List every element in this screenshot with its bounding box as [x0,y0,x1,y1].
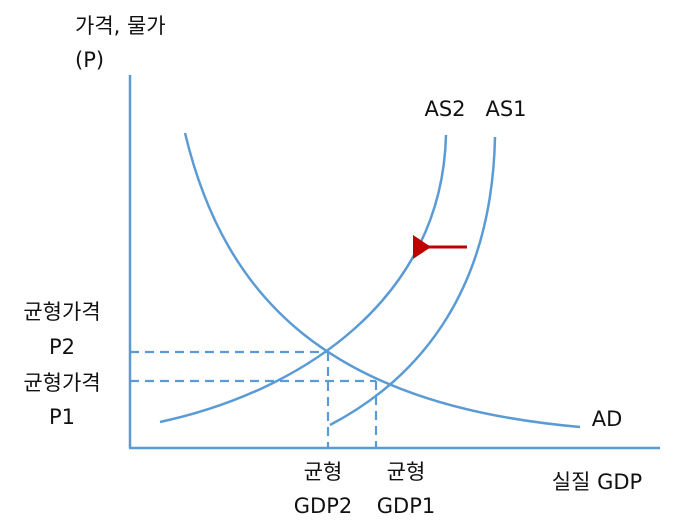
curve-label: AS2 [424,97,465,121]
curve-label: AD [592,407,623,431]
gdp-label: 균형 [387,460,426,484]
price-label: 균형가격 [23,371,100,395]
curve-label: AS1 [485,97,526,121]
price-label: 균형가격 [23,300,100,324]
y-axis-label: 가격, 물가 [75,14,166,38]
price-label: P2 [49,335,75,359]
y-axis-label: (P) [75,48,104,72]
gdp-label: GDP1 [377,494,435,518]
ad-curve [183,132,581,429]
as2-curve [159,134,448,424]
gdp-label: 균형 [304,460,343,484]
gdp-label: GDP2 [294,494,352,518]
as1-curve [329,136,497,427]
price-label: P1 [49,405,75,429]
x-axis-label: 실질 GDP [552,470,642,494]
